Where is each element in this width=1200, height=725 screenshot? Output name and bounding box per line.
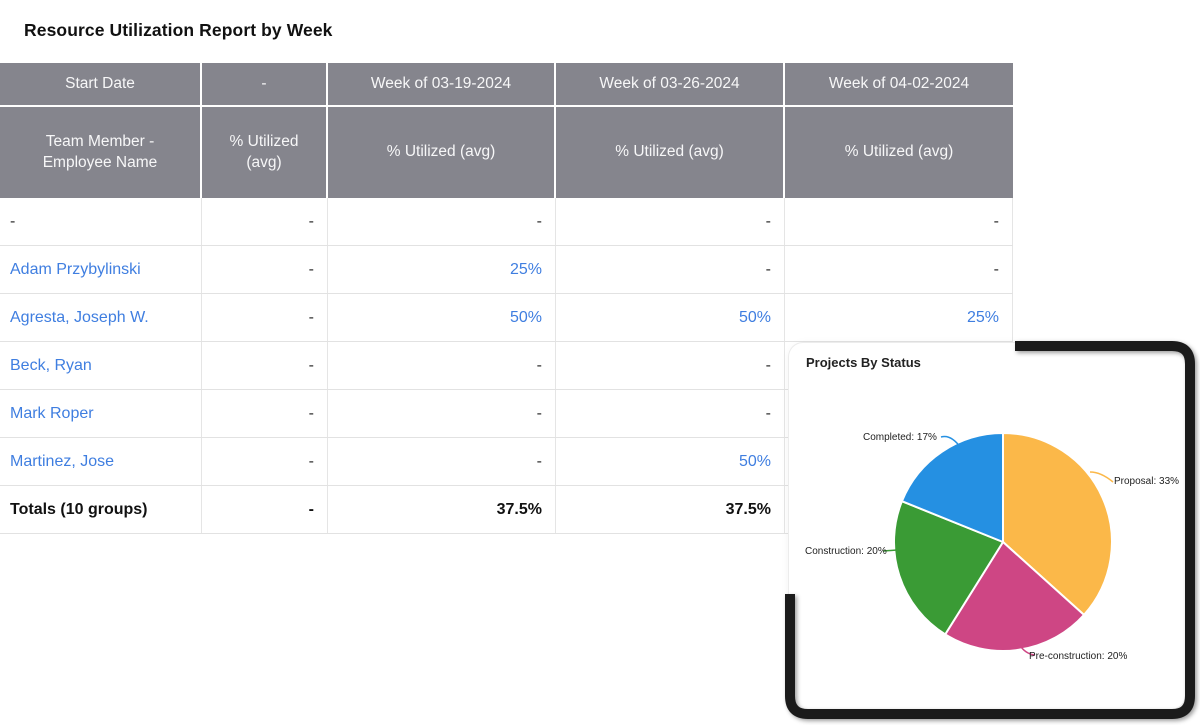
table-header-row-dates: Start Date - Week of 03-19-2024 Week of 03-…	[0, 63, 1013, 107]
utilization-value-cell: -	[785, 246, 1013, 293]
utilization-value-cell: 50%	[556, 438, 785, 485]
projects-by-status-card: Projects By Status Completed: 17% Propos…	[789, 343, 1185, 709]
utilization-value-cell: -	[202, 390, 328, 437]
column-header: % Utilized (avg)	[202, 107, 328, 198]
utilization-value-cell: -	[202, 294, 328, 341]
pie-label-proposal: Proposal: 33%	[1114, 476, 1180, 487]
utilization-value-cell: 50%	[556, 294, 785, 341]
employee-name-link[interactable]: Mark Roper	[0, 390, 202, 437]
utilization-value-cell: -	[328, 390, 556, 437]
pie-label-completed: Completed: 17%	[863, 432, 937, 443]
pie-label-construction: Construction: 20%	[805, 546, 887, 557]
column-header: Start Date	[0, 63, 202, 105]
column-header: Week of 03-19-2024	[328, 63, 556, 105]
row-label: Totals (10 groups)	[0, 486, 202, 533]
utilization-value-cell: -	[202, 342, 328, 389]
utilization-value-cell: 25%	[328, 246, 556, 293]
employee-name-link[interactable]: Beck, Ryan	[0, 342, 202, 389]
column-header: Week of 03-26-2024	[556, 63, 785, 105]
utilization-value-cell: -	[328, 438, 556, 485]
column-header: -	[202, 63, 328, 105]
table-row: Agresta, Joseph W. -50% 50% 25%	[0, 294, 1013, 342]
utilization-value-cell: -	[556, 198, 785, 245]
employee-name-link[interactable]: Adam Przybylinski	[0, 246, 202, 293]
utilization-value-cell: -	[556, 390, 785, 437]
row-label: -	[0, 198, 202, 245]
column-header: % Utilized (avg)	[328, 107, 556, 198]
column-header: Week of 04-02-2024	[828, 74, 970, 92]
utilization-table: Start Date - Week of 03-19-2024 Week of 03-…	[0, 63, 1013, 534]
utilization-value-cell: 50%	[328, 294, 556, 341]
table-header-row-metrics: Team Member - Employee Name% Utilized (a…	[0, 107, 1013, 198]
column-header: Team Member - Employee Name	[0, 107, 202, 198]
page-title: Resource Utilization Report by Week	[24, 20, 333, 40]
employee-name-link[interactable]: Agresta, Joseph W.	[0, 294, 202, 341]
column-header: % Utilized (avg)	[844, 143, 954, 161]
table-body: - - - - - Adam Przybylinski -25% - - Agresta, Jos…	[0, 198, 1013, 534]
utilization-value-cell: -	[202, 486, 328, 533]
column-header: % Utilized (avg)	[556, 107, 785, 198]
utilization-value-cell: -	[202, 438, 328, 485]
utilization-value-cell: 37.5%	[328, 486, 556, 533]
utilization-value-cell: -	[785, 198, 1013, 245]
utilization-value-cell: 25%	[785, 294, 1013, 341]
utilization-value-cell: -	[556, 342, 785, 389]
utilization-value-cell: -	[328, 198, 556, 245]
utilization-value-cell: -	[202, 246, 328, 293]
employee-name-link[interactable]: Martinez, Jose	[0, 438, 202, 485]
utilization-value-cell: -	[328, 342, 556, 389]
utilization-value-cell: -	[556, 246, 785, 293]
chart-title: Projects By Status	[806, 355, 921, 370]
utilization-value-cell: -	[202, 198, 328, 245]
utilization-value-cell: 37.5%	[556, 486, 785, 533]
table-row: -----	[0, 198, 1013, 246]
table-row: Adam Przybylinski -25% - -	[0, 246, 1013, 294]
pie-label-pre-construction: Pre-construction: 20%	[1029, 651, 1128, 662]
